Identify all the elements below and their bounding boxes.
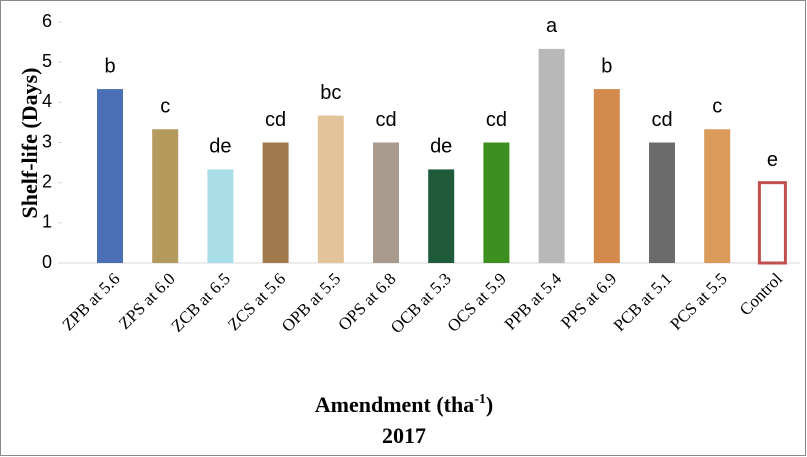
x-axis-label-main: Amendment (tha [315, 392, 475, 417]
significance-letter: bc [320, 82, 341, 104]
significance-letter: c [712, 96, 722, 118]
y-tick-label: 6 [42, 11, 52, 31]
bar [593, 89, 620, 263]
x-axis-label-end: ) [486, 392, 493, 417]
significance-letter: cd [651, 109, 672, 131]
significance-letter: de [209, 136, 231, 158]
bar [262, 142, 289, 263]
significance-letter: cd [265, 109, 286, 131]
y-tick-label: 4 [42, 91, 52, 111]
subtitle: 2017 [382, 423, 426, 448]
bar [757, 181, 787, 265]
bar [649, 142, 675, 263]
y-tick-label: 5 [42, 51, 52, 71]
bar [428, 169, 455, 263]
bar [704, 129, 731, 263]
significance-letter: b [104, 55, 115, 77]
significance-letter: e [767, 149, 778, 171]
bar [207, 169, 234, 263]
bar [152, 129, 179, 263]
bar [538, 48, 565, 263]
bar [373, 142, 399, 263]
bar [317, 115, 344, 263]
x-axis-label: Amendment (tha-1) [315, 392, 494, 417]
x-axis-label-sup: -1 [474, 392, 486, 407]
significance-letter: c [160, 96, 170, 118]
significance-letter: b [601, 55, 612, 77]
y-tick-label: 3 [42, 131, 52, 151]
y-tick-label: 2 [42, 171, 52, 191]
significance-letter: cd [486, 109, 507, 131]
y-tick-label: 1 [42, 212, 52, 232]
bar [483, 142, 510, 263]
significance-letter: cd [375, 109, 396, 131]
y-tick-label: 0 [42, 252, 52, 272]
significance-letter: a [546, 15, 558, 37]
bar [97, 89, 123, 263]
y-axis-label: Shelf-life (Days) [17, 68, 42, 219]
significance-letter: de [430, 136, 452, 158]
